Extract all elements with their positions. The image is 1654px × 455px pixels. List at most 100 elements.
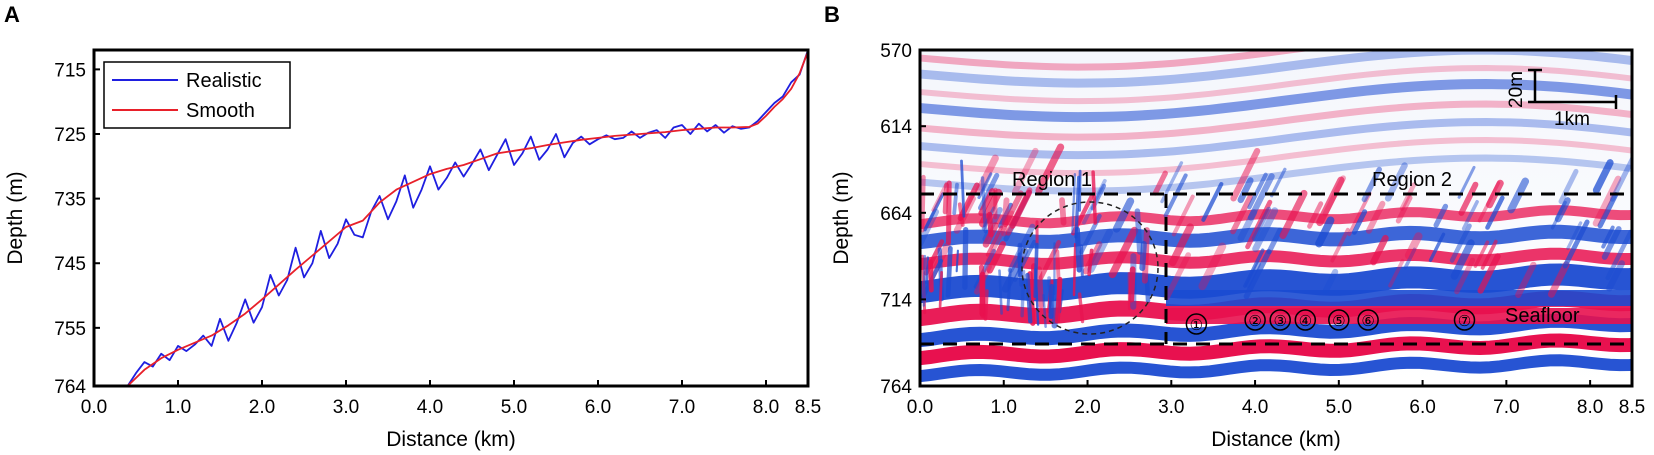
- seismic-streak: [1134, 208, 1143, 255]
- seismic-streak: [1486, 179, 1504, 209]
- seismic-streak: [1091, 170, 1098, 225]
- seismic-streak: [997, 202, 1014, 229]
- seismic-streak: [1457, 165, 1476, 199]
- x-tick-label: 3.0: [333, 397, 359, 418]
- scale-bar: 20m 1km: [1506, 68, 1618, 130]
- seismic-streak: [977, 172, 993, 200]
- seafloor-band: [1166, 308, 1632, 324]
- seismic-streak: [1330, 227, 1350, 263]
- seismic-streak: [1601, 225, 1615, 249]
- seismic-streak: [928, 259, 934, 293]
- seismic-streak: [1566, 221, 1583, 251]
- seismic-streak: [1009, 189, 1033, 229]
- seismic-streak: [1433, 203, 1449, 228]
- seismic-streak: [1316, 176, 1345, 227]
- seismic-streak: [1403, 247, 1417, 270]
- seismic-streak: [1370, 234, 1389, 266]
- seismic-streak: [942, 182, 949, 215]
- marker-label: ③: [1273, 313, 1286, 330]
- marker-circle: [1244, 309, 1266, 331]
- marker-label: ⑤: [1332, 313, 1345, 330]
- seismic-streak: [1001, 197, 1010, 237]
- seismic-reflector: [920, 78, 1632, 123]
- y-tick-label: 764: [54, 377, 86, 398]
- seismic-streak: [1152, 170, 1168, 196]
- seismic-streak: [1609, 154, 1632, 202]
- marker-circle: [1328, 309, 1350, 331]
- seismic-reflector: [920, 205, 1632, 230]
- seismic-streak: [1074, 226, 1082, 273]
- seismic-streak: [1461, 200, 1479, 231]
- panel-a-x-axis-label: Distance (km): [386, 428, 516, 451]
- x-tick-label: 8.0: [1577, 397, 1603, 418]
- marker-label: ⑦: [1458, 313, 1471, 330]
- scale-bar-horizontal-label: 1km: [1554, 109, 1590, 130]
- seismic-reflector: [920, 247, 1632, 271]
- x-tick-label: 4.0: [1242, 397, 1268, 418]
- panel-a-legend: Realistic Smooth: [103, 61, 291, 129]
- dashed-circle-annotation: [1021, 201, 1159, 335]
- seismic-streak: [1002, 190, 1024, 228]
- seismic-streak: [980, 176, 988, 234]
- x-tick-label: 4.0: [417, 397, 443, 418]
- x-tick-label: 8.5: [795, 397, 821, 418]
- seismic-streak: [1270, 167, 1287, 198]
- seismic-streak: [1230, 147, 1261, 202]
- seismic-streak: [1139, 241, 1147, 272]
- seismic-streak: [1230, 194, 1253, 235]
- seismic-streak: [1597, 192, 1619, 229]
- x-tick-label: 8.5: [1619, 397, 1645, 418]
- seismic-streak: [1171, 194, 1195, 237]
- panel-a-line-chart: 0.0 1.0 2.0 3.0 4.0 5.0 6.0 7.0 8.0 8.5 715 725 735…: [4, 48, 821, 451]
- seismic-streak: [925, 256, 930, 285]
- y-tick-label: 570: [880, 41, 912, 62]
- seismic-streak: [1449, 223, 1472, 263]
- seismic-streak: [1072, 242, 1077, 297]
- seismic-streak: [1351, 209, 1368, 235]
- seismic-streak: [1035, 143, 1065, 194]
- seismic-streak: [1558, 168, 1579, 204]
- y-tick-label: 745: [54, 254, 86, 275]
- seismic-streak: [1025, 272, 1033, 324]
- seismic-reflector: [920, 64, 1632, 105]
- y-tick-label: 764: [880, 377, 912, 398]
- seismic-streak: [1247, 172, 1268, 210]
- x-tick-label: 7.0: [1493, 397, 1519, 418]
- seismic-streak: [1562, 219, 1590, 269]
- seismic-streak: [1038, 240, 1062, 280]
- seismic-streak: [1108, 226, 1139, 279]
- region-1-label: Region 1: [1012, 169, 1092, 191]
- x-tick-label: 1.0: [165, 397, 191, 418]
- x-tick-label: 8.0: [753, 397, 779, 418]
- seismic-streak: [1458, 181, 1479, 216]
- marker-circle: [1185, 313, 1208, 335]
- seismic-streak: [1251, 206, 1272, 241]
- seismic-streak: [1048, 284, 1055, 320]
- seismic-streak: [1042, 294, 1047, 328]
- scale-bar-vertical-label: 20m: [1506, 71, 1527, 108]
- y-tick-label: 614: [880, 117, 912, 138]
- x-tick-label: 6.0: [1409, 397, 1435, 418]
- panel-letter-a: A: [4, 2, 20, 27]
- seismic-streak: [1247, 173, 1275, 221]
- panel-a-y-axis-label: Depth (m): [4, 171, 27, 264]
- seismic-streak: [1606, 260, 1626, 292]
- region-2-label: Region 2: [1372, 169, 1452, 191]
- seismic-streak: [985, 225, 1004, 257]
- seismic-streak: [983, 289, 989, 321]
- x-tick-label: 2.0: [249, 397, 275, 418]
- x-tick-label: 1.0: [991, 397, 1017, 418]
- seismic-streak: [1473, 240, 1490, 268]
- seismic-streak: [1078, 169, 1082, 212]
- marker-circle: [1269, 309, 1291, 331]
- seismic-streak: [1428, 232, 1446, 262]
- seismic-reflector: [920, 313, 1632, 348]
- seismic-streak: [960, 159, 966, 218]
- panel-b-x-axis-label: Distance (km): [1211, 428, 1341, 451]
- seismic-reflector: [920, 117, 1632, 160]
- seismic-streak: [973, 248, 996, 289]
- seismic-streak: [1388, 258, 1405, 288]
- x-tick-label: 5.0: [1326, 397, 1352, 418]
- seismic-streak: [1322, 268, 1339, 294]
